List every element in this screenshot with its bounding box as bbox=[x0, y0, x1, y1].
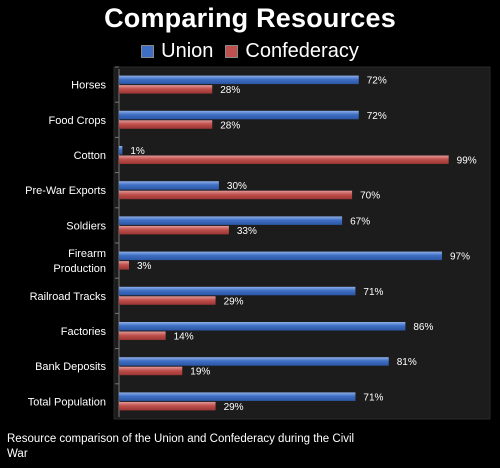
data-label-confederacy: 33% bbox=[237, 226, 257, 237]
chart-legend: Union Confederacy bbox=[0, 40, 500, 63]
data-label-confederacy: 99% bbox=[457, 156, 477, 167]
bar-confederacy-1 bbox=[119, 120, 213, 129]
category-label: Firearm Production bbox=[53, 248, 106, 275]
bar-confederacy-9 bbox=[119, 401, 216, 411]
bar-confederacy-4 bbox=[119, 225, 229, 235]
data-label-union: 81% bbox=[397, 357, 417, 368]
bar-union-4 bbox=[119, 216, 343, 225]
category-label: Railroad Tracks bbox=[30, 291, 107, 303]
category-label: Food Crops bbox=[49, 115, 107, 127]
data-label-union: 72% bbox=[367, 76, 387, 87]
category-label: Bank Deposits bbox=[35, 361, 106, 373]
bar-union-2 bbox=[119, 146, 123, 155]
data-label-confederacy: 70% bbox=[360, 191, 380, 202]
category-label-line: Railroad Tracks bbox=[30, 291, 107, 303]
data-label-confederacy: 3% bbox=[137, 261, 152, 272]
category-label-line: Firearm bbox=[68, 248, 106, 260]
category-label-line: Factories bbox=[61, 326, 107, 338]
legend-swatch-confederacy bbox=[225, 45, 239, 58]
category-label-line: Bank Deposits bbox=[35, 361, 106, 373]
legend-item-confederacy: Confederacy bbox=[225, 40, 359, 63]
plot-area bbox=[113, 66, 491, 420]
category-label: Factories bbox=[61, 326, 107, 338]
data-label-union: 86% bbox=[413, 322, 433, 333]
legend-label-union: Union bbox=[161, 40, 214, 62]
bar-union-5 bbox=[119, 251, 443, 261]
bar-union-6 bbox=[119, 286, 356, 296]
figure-caption: Resource comparison of the Union and Con… bbox=[7, 433, 355, 460]
category-label: Horses bbox=[71, 80, 106, 92]
bar-union-9 bbox=[119, 392, 356, 401]
category-label-line: Production bbox=[53, 263, 106, 275]
data-label-confederacy: 14% bbox=[174, 332, 194, 343]
bar-union-8 bbox=[119, 357, 389, 366]
bar-confederacy-2 bbox=[119, 155, 449, 164]
bar-union-1 bbox=[119, 110, 359, 120]
bar-confederacy-5 bbox=[119, 261, 129, 270]
bar-confederacy-6 bbox=[119, 296, 216, 305]
category-label: Pre-War Exports bbox=[25, 185, 106, 197]
category-label: Total Population bbox=[28, 396, 106, 408]
bar-confederacy-3 bbox=[119, 190, 353, 200]
bar-union-7 bbox=[119, 322, 406, 331]
data-label-union: 71% bbox=[363, 392, 383, 403]
bar-confederacy-7 bbox=[119, 331, 166, 340]
data-label-union: 30% bbox=[227, 181, 247, 192]
data-label-union: 67% bbox=[350, 216, 370, 227]
category-label-line: Food Crops bbox=[49, 115, 107, 127]
bar-union-0 bbox=[119, 75, 359, 85]
category-label-line: Horses bbox=[71, 80, 106, 92]
data-label-confederacy: 28% bbox=[220, 85, 240, 96]
data-label-confederacy: 29% bbox=[224, 296, 244, 307]
category-label-line: Soldiers bbox=[66, 220, 106, 232]
bar-confederacy-8 bbox=[119, 366, 183, 376]
data-label-union: 71% bbox=[363, 287, 383, 298]
bar-union-3 bbox=[119, 181, 219, 190]
data-label-confederacy: 19% bbox=[190, 367, 210, 378]
data-label-confederacy: 29% bbox=[224, 402, 244, 413]
data-label-union: 72% bbox=[367, 111, 387, 122]
data-label-union: 97% bbox=[450, 252, 470, 263]
legend-swatch-union bbox=[141, 45, 155, 58]
category-label: Cotton bbox=[74, 150, 106, 162]
data-label-union: 1% bbox=[130, 146, 145, 157]
bar-confederacy-0 bbox=[119, 85, 213, 94]
category-label-line: Total Population bbox=[28, 396, 106, 408]
category-label: Soldiers bbox=[66, 220, 106, 232]
legend-item-union: Union bbox=[141, 40, 213, 63]
category-label-line: Pre-War Exports bbox=[25, 185, 106, 197]
category-label-line: Cotton bbox=[74, 150, 106, 162]
chart-title: Comparing Resources bbox=[104, 3, 396, 33]
legend-label-confederacy: Confederacy bbox=[245, 40, 359, 62]
data-label-confederacy: 28% bbox=[220, 120, 240, 131]
